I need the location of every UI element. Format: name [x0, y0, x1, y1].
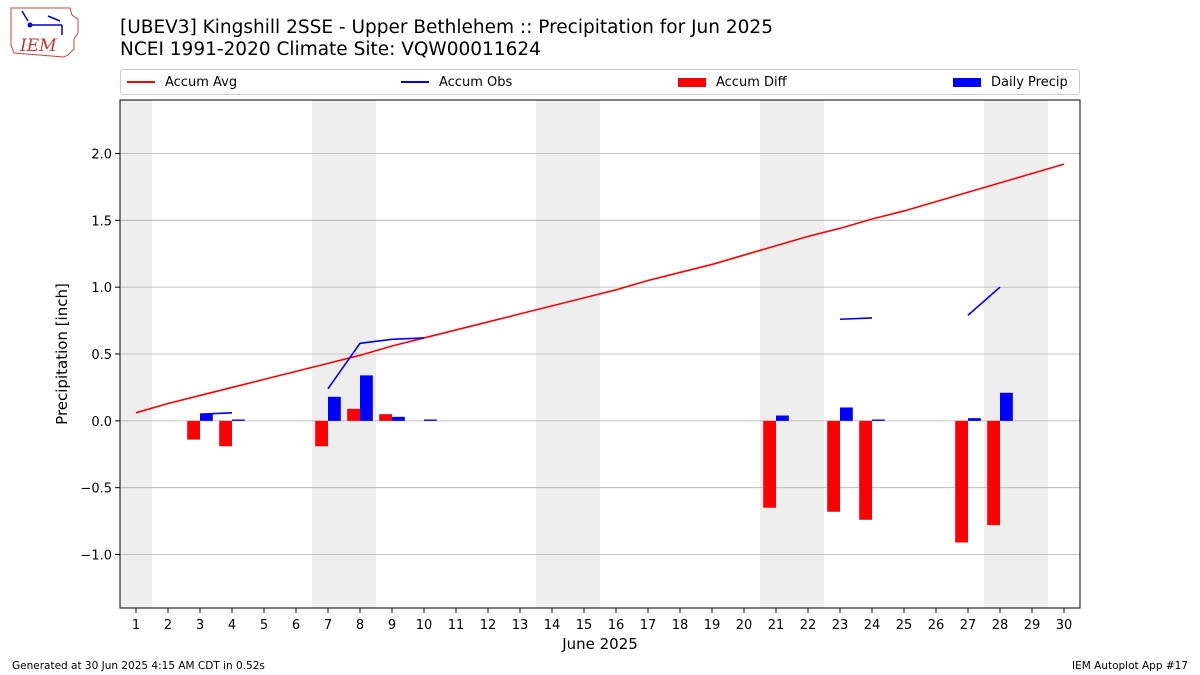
x-tick-label-25: 25 — [896, 618, 913, 633]
legend-item-daily-precip: Daily Precip — [953, 70, 1068, 94]
accum-diff-bar-day-23 — [827, 420, 840, 512]
x-tick-label-12: 12 — [480, 618, 497, 633]
x-tick-label-28: 28 — [992, 618, 1009, 633]
accum-diff-bar-day-3 — [187, 420, 200, 440]
y-tick-label-1: 1.0 — [91, 281, 112, 296]
accum-obs-line-segment-3 — [839, 317, 873, 321]
iowa-outline-icon — [10, 7, 79, 58]
accum-obs-line-segment-1 — [199, 412, 233, 415]
x-tick-label-19: 19 — [704, 618, 721, 633]
x-tick-label-1: 1 — [132, 618, 140, 633]
x-tick-label-11: 11 — [448, 618, 465, 633]
legend-label-daily-precip: Daily Precip — [991, 74, 1068, 90]
flow-arrows-icon — [21, 10, 63, 35]
y-tick-label-1.5: 1.5 — [91, 214, 112, 229]
iem-logo: IEM — [10, 7, 79, 58]
accum-obs-line-segment-2 — [327, 337, 425, 390]
chart-title-line2: NCEI 1991-2020 Climate Site: VQW00011624 — [120, 39, 541, 60]
daily-precip-bar-day-9 — [392, 416, 405, 421]
chart-legend: Accum Avg Accum Obs Accum Diff Daily Pre… — [120, 69, 1080, 95]
legend-label-accum-avg: Accum Avg — [165, 74, 238, 90]
legend-swatch-accum-avg — [127, 81, 155, 83]
x-tick-label-23: 23 — [832, 618, 849, 633]
x-tick-label-9: 9 — [388, 618, 396, 633]
logo-text: IEM — [19, 36, 57, 56]
accum-diff-bar-day-28 — [987, 420, 1000, 526]
daily-precip-bar-day-10 — [424, 419, 437, 421]
legend-swatch-daily-precip — [953, 77, 981, 87]
chart-title-line1: [UBEV3] Kingshill 2SSE - Upper Bethlehem… — [120, 17, 773, 38]
legend-label-accum-obs: Accum Obs — [439, 74, 513, 90]
x-axis-label: June 2025 — [561, 635, 638, 653]
accum-diff-bar-day-21 — [763, 420, 776, 508]
grid-lines — [120, 153, 1080, 555]
y-tick-label--1: −1.0 — [80, 549, 112, 564]
x-tick-label-17: 17 — [640, 618, 657, 633]
accum-diff-bar-day-9 — [379, 414, 392, 421]
x-tick-label-14: 14 — [544, 618, 561, 633]
x-tick-label-15: 15 — [576, 618, 593, 633]
daily-precip-bar-day-3 — [200, 414, 213, 421]
x-tick-label-26: 26 — [928, 618, 945, 633]
x-tick-label-24: 24 — [864, 618, 881, 633]
x-tick-label-2: 2 — [164, 618, 172, 633]
daily-precip-bar-day-27 — [968, 418, 981, 421]
legend-label-accum-diff: Accum Diff — [716, 74, 787, 90]
legend-swatch-accum-obs — [401, 81, 429, 83]
x-tick-label-10: 10 — [416, 618, 433, 633]
chart-title: [UBEV3] Kingshill 2SSE - Upper Bethlehem… — [120, 17, 773, 61]
generated-timestamp: Generated at 30 Jun 2025 4:15 AM CDT in … — [12, 660, 265, 672]
y-tick-label-0: 0.0 — [91, 415, 112, 430]
accum-diff-bar-day-27 — [955, 420, 968, 543]
daily-precip-bar-day-28 — [1000, 392, 1013, 421]
accum-diff-bar-day-4 — [219, 420, 232, 447]
y-tick-label-2: 2.0 — [91, 147, 112, 162]
accum-diff-bar-day-7 — [315, 420, 328, 447]
x-tick-label-7: 7 — [324, 618, 332, 633]
x-tick-label-29: 29 — [1024, 618, 1041, 633]
daily-precip-bar-day-8 — [360, 375, 373, 421]
x-tick-label-6: 6 — [292, 618, 300, 633]
logo-dot-icon — [27, 22, 33, 28]
daily-precip-bar-day-7 — [328, 396, 341, 421]
x-tick-label-8: 8 — [356, 618, 364, 633]
x-axis-ticks: 1 2 3 4 5 6 7 8 9 10 11 12 13 14 15 16 17 18 19 20 21 22 23 24 2… — [132, 608, 1072, 633]
legend-item-accum-obs: Accum Obs — [401, 70, 512, 94]
x-tick-label-13: 13 — [512, 618, 529, 633]
x-tick-label-5: 5 — [260, 618, 268, 633]
y-tick-label--0.5: −0.5 — [80, 482, 112, 497]
y-axis-label: Precipitation [inch] — [53, 283, 71, 425]
legend-swatch-accum-diff — [678, 77, 706, 87]
accum-diff-bar-day-8 — [347, 408, 360, 421]
series-lines — [135, 163, 1065, 415]
bars — [187, 375, 1013, 543]
y-tick-label-0.5: 0.5 — [91, 348, 112, 363]
daily-precip-bar-day-4 — [232, 419, 245, 421]
x-tick-label-20: 20 — [736, 618, 753, 633]
x-tick-label-4: 4 — [228, 618, 236, 633]
accum-avg-line — [135, 163, 1065, 414]
y-axis-ticks: −1.0 −0.5 0.0 0.5 1.0 1.5 2.0 — [80, 147, 120, 564]
x-tick-label-18: 18 — [672, 618, 689, 633]
daily-precip-bar-day-24 — [872, 419, 885, 421]
x-tick-label-30: 30 — [1056, 618, 1073, 633]
x-tick-label-16: 16 — [608, 618, 625, 633]
accum-obs-line-segment-4 — [967, 286, 1001, 316]
x-tick-label-22: 22 — [800, 618, 817, 633]
daily-precip-bar-day-21 — [776, 415, 789, 421]
x-tick-label-21: 21 — [768, 618, 785, 633]
accum-diff-bar-day-24 — [859, 420, 872, 520]
app-credit: IEM Autoplot App #17 — [1072, 660, 1188, 672]
x-tick-label-27: 27 — [960, 618, 977, 633]
legend-item-accum-diff: Accum Diff — [678, 70, 787, 94]
daily-precip-bar-day-23 — [840, 407, 853, 421]
legend-item-accum-avg: Accum Avg — [127, 70, 237, 94]
x-tick-label-3: 3 — [196, 618, 204, 633]
